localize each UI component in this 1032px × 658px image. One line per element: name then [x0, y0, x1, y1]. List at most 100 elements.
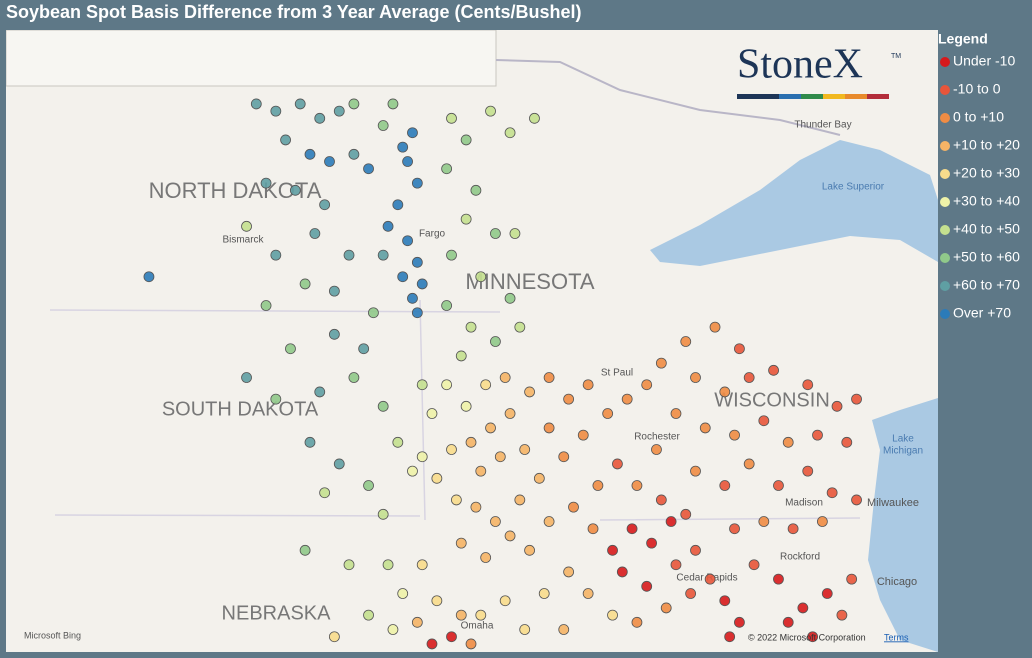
location-point	[392, 199, 404, 211]
location-point	[563, 566, 575, 578]
location-point	[382, 559, 394, 571]
location-point	[499, 372, 511, 383]
location-point	[441, 379, 453, 391]
location-point	[670, 559, 682, 571]
location-point	[494, 451, 506, 463]
location-point	[729, 523, 740, 535]
location-point	[333, 105, 345, 117]
location-point	[348, 98, 360, 110]
location-point	[773, 573, 784, 585]
legend-swatch	[940, 225, 950, 235]
location-point	[465, 638, 477, 650]
location-point	[655, 494, 667, 506]
location-point	[641, 580, 653, 592]
legend-swatch	[940, 141, 950, 151]
location-point	[631, 480, 643, 491]
location-point	[690, 544, 701, 556]
location-point	[411, 616, 423, 628]
location-point	[397, 271, 409, 283]
legend-label: +10 to +20	[953, 137, 1020, 153]
location-point	[407, 292, 418, 304]
location-point	[538, 588, 550, 599]
location-point	[709, 321, 721, 333]
location-point	[504, 408, 516, 419]
location-point	[758, 516, 770, 527]
location-point	[241, 220, 252, 232]
location-point	[660, 602, 672, 614]
location-point	[377, 249, 389, 261]
place-label: Rockford	[780, 552, 820, 563]
location-point	[411, 177, 423, 189]
location-point	[475, 465, 487, 477]
location-point	[328, 285, 340, 297]
location-point	[841, 436, 853, 448]
location-point	[787, 523, 799, 535]
location-point	[260, 177, 272, 189]
location-point	[543, 422, 555, 434]
logo-stripes	[737, 94, 889, 99]
location-point	[397, 588, 409, 599]
location-point	[460, 213, 472, 225]
legend-label: +30 to +40	[953, 193, 1020, 209]
location-point	[504, 127, 516, 139]
legend-swatch	[940, 169, 950, 179]
location-point	[558, 624, 570, 635]
location-point	[328, 631, 340, 643]
legend-swatch	[940, 197, 950, 207]
location-point	[836, 609, 848, 621]
location-point	[631, 616, 643, 628]
location-point	[607, 609, 618, 621]
location-point	[250, 98, 262, 110]
location-point	[319, 199, 331, 211]
location-point	[280, 134, 291, 146]
location-point	[431, 595, 443, 607]
legend: Under -10 -10 to 0 0 to +10 +10 to +20 +20 t…	[940, 53, 1020, 321]
location-point	[734, 343, 745, 355]
location-point	[831, 400, 843, 412]
location-point	[441, 300, 453, 311]
location-point	[455, 609, 467, 621]
location-point	[821, 588, 833, 599]
location-point	[446, 444, 457, 455]
location-point	[802, 379, 814, 391]
location-point	[514, 321, 526, 333]
location-point	[524, 544, 535, 556]
state-borders	[49, 299, 861, 521]
location-point	[719, 595, 731, 607]
location-point	[416, 278, 428, 290]
location-point	[411, 256, 423, 268]
location-point	[416, 559, 428, 571]
location-point	[670, 408, 682, 419]
location-point	[480, 379, 492, 391]
location-point	[485, 105, 496, 117]
location-point	[729, 429, 740, 441]
terms-link[interactable]: Terms	[884, 632, 909, 642]
title: Soybean Spot Basis Difference from 3 Yea…	[6, 2, 582, 22]
location-point	[612, 458, 623, 470]
location-point	[402, 235, 413, 247]
location-point	[363, 480, 374, 491]
location-point	[407, 127, 418, 139]
location-point	[377, 400, 389, 412]
location-point	[719, 386, 731, 398]
location-point	[363, 609, 374, 621]
place-label: Omaha	[461, 621, 494, 632]
location-point	[426, 638, 438, 650]
location-point	[446, 112, 457, 124]
location-point	[299, 278, 311, 290]
location-point	[812, 429, 823, 441]
place-label: Michigan	[883, 446, 923, 457]
location-point	[455, 350, 467, 362]
location-point	[270, 105, 282, 117]
location-point	[387, 624, 399, 635]
location-point	[260, 300, 272, 311]
legend-label: Over +70	[953, 305, 1011, 321]
location-point	[758, 415, 770, 427]
location-point	[690, 465, 701, 477]
location-point	[577, 429, 589, 441]
location-point	[324, 156, 335, 167]
location-point	[343, 249, 355, 261]
location-point	[655, 357, 667, 369]
